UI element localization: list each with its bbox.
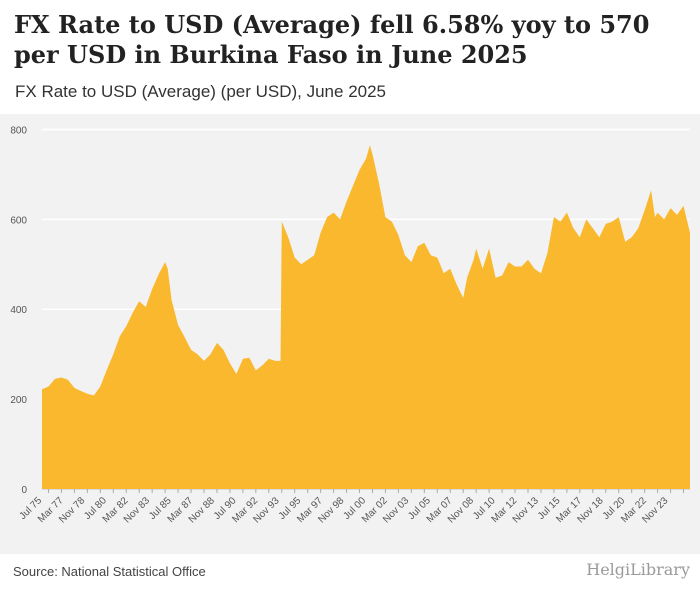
helgi-library-logo[interactable]: HelgiLibrary — [586, 560, 690, 579]
logo-text: HelgiLibrary — [586, 560, 690, 579]
y-axis: 0 200 400 600 800 — [10, 125, 27, 496]
chart-subtitle: FX Rate to USD (Average) (per USD), June… — [15, 82, 387, 101]
chart-title: FX Rate to USD (Average) fell 6.58% yoy … — [14, 10, 650, 69]
y-tick-label: 200 — [10, 395, 27, 406]
fx-rate-area — [42, 145, 690, 489]
y-tick-label: 800 — [10, 125, 27, 136]
y-tick-label: 600 — [10, 215, 27, 226]
y-tick-label: 400 — [10, 305, 27, 316]
source-note: Source: National Statistical Office — [13, 564, 206, 579]
y-tick-label: 0 — [21, 485, 27, 496]
